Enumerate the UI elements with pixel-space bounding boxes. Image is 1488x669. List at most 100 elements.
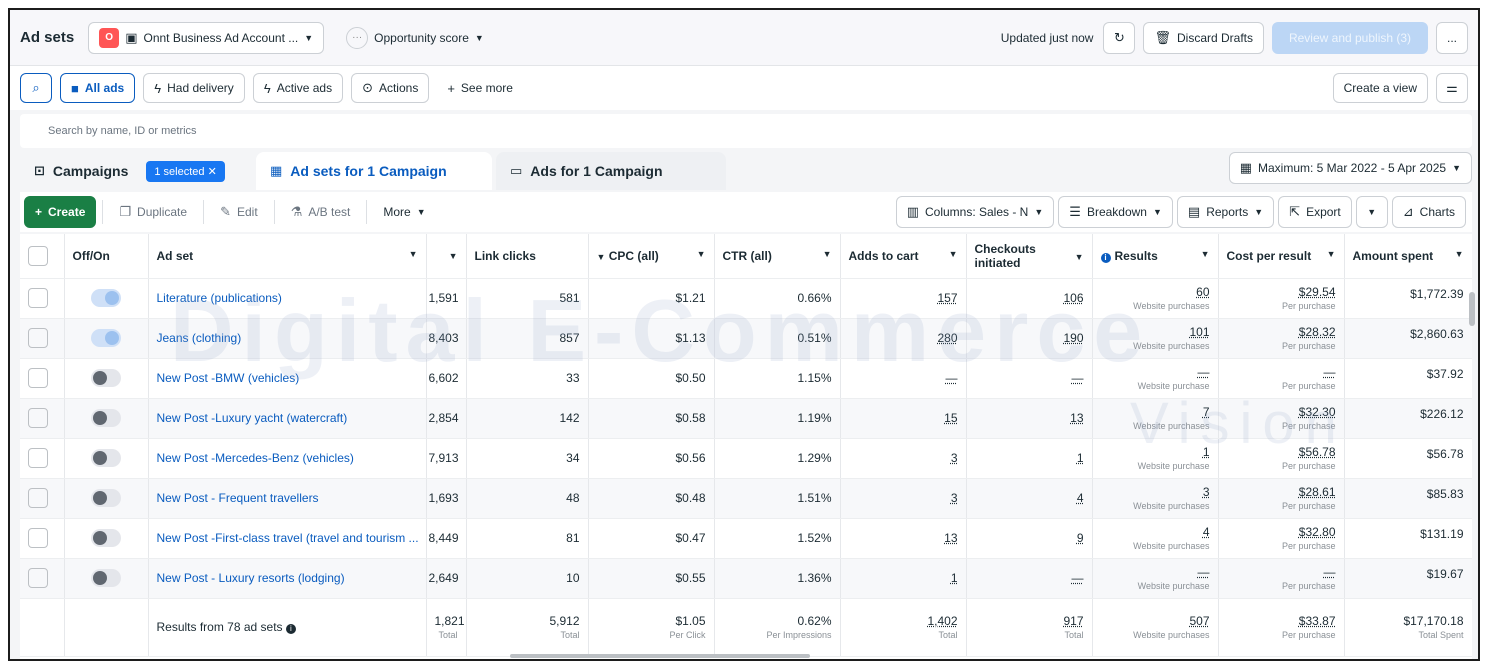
close-icon[interactable]: ✕ — [207, 165, 217, 178]
review-publish-button[interactable]: Review and publish (3) — [1272, 21, 1428, 54]
cart-value[interactable]: 157 — [937, 291, 958, 305]
col-ctr[interactable]: CTR (all) ▼ — [714, 234, 841, 279]
col-prev[interactable]: ▼ — [426, 234, 467, 279]
col-results[interactable]: i Results ▼ — [1092, 234, 1219, 279]
delivery-toggle[interactable] — [91, 569, 121, 587]
row-checkbox[interactable] — [28, 368, 48, 388]
results-value[interactable]: 4 — [1202, 525, 1210, 539]
create-button[interactable]: + Create — [24, 196, 97, 228]
col-amount-spent[interactable]: Amount spent ▼ — [1344, 234, 1472, 279]
checkouts-value[interactable]: 13 — [1070, 411, 1084, 425]
export-button[interactable]: ⇱ Export — [1278, 196, 1352, 228]
active-ads-filter[interactable]: ϟ Active ads — [252, 73, 344, 103]
row-checkbox[interactable] — [28, 408, 48, 428]
cost-value[interactable]: $28.32 — [1298, 325, 1336, 339]
tab-campaigns[interactable]: ⊡ Campaigns 1 selected ✕ — [20, 152, 252, 190]
cost-value[interactable]: $32.30 — [1298, 405, 1336, 419]
row-checkbox[interactable] — [28, 288, 48, 308]
table-row[interactable]: Jeans (clothing) 8,403 857 $1.13 0.51% 280 190… — [20, 318, 1472, 359]
checkouts-value[interactable]: 1 — [1076, 451, 1084, 465]
cost-value[interactable]: $28.61 — [1298, 485, 1336, 499]
view-settings-button[interactable]: ⚌ — [1436, 73, 1468, 103]
cost-value[interactable]: — — [1323, 565, 1336, 579]
row-checkbox[interactable] — [28, 448, 48, 468]
date-range-picker[interactable]: ▦ Maximum: 5 Mar 2022 - 5 Apr 2025 ▼ — [1228, 152, 1472, 184]
delivery-toggle[interactable] — [91, 329, 121, 347]
results-value[interactable]: 7 — [1202, 405, 1210, 419]
col-adds-to-cart[interactable]: Adds to cart ▼ — [840, 234, 967, 279]
row-checkbox[interactable] — [28, 328, 48, 348]
table-row[interactable]: New Post -Luxury yacht (watercraft) 2,854… — [20, 398, 1472, 439]
cost-value[interactable]: $56.78 — [1298, 445, 1336, 459]
ad-set-name-link[interactable]: New Post -Mercedes-Benz (vehicles) — [156, 451, 354, 465]
selected-pill[interactable]: 1 selected ✕ — [146, 160, 225, 182]
delivery-toggle[interactable] — [91, 449, 121, 467]
tab-ad-sets[interactable]: ▦ Ad sets for 1 Campaign — [256, 152, 492, 190]
col-ad-set[interactable]: Ad set ▼ — [148, 234, 427, 279]
cart-value[interactable]: 13 — [944, 531, 958, 545]
col-link-clicks[interactable]: Link clicks — [466, 234, 589, 279]
table-row[interactable]: New Post - Frequent travellers 1,693 48 $0.… — [20, 478, 1472, 519]
refresh-button[interactable]: ↻ — [1103, 21, 1136, 54]
col-checkouts[interactable]: ▼ Checkouts initiated — [966, 234, 1093, 279]
table-row[interactable]: New Post -Mercedes-Benz (vehicles) 7,913 3… — [20, 438, 1472, 479]
delivery-toggle[interactable] — [91, 489, 121, 507]
ad-set-name-link[interactable]: New Post -First-class travel (travel and… — [156, 531, 419, 545]
vertical-scrollbar[interactable] — [1469, 292, 1475, 326]
results-value[interactable]: — — [1197, 365, 1210, 379]
ab-test-button[interactable]: ⚗ A/B test — [281, 196, 361, 228]
ad-set-name-link[interactable]: New Post - Frequent travellers — [156, 491, 319, 505]
delivery-toggle[interactable] — [91, 289, 121, 307]
checkouts-value[interactable]: 190 — [1063, 331, 1084, 345]
results-value[interactable]: 60 — [1196, 285, 1210, 299]
ad-set-name-link[interactable]: New Post -BMW (vehicles) — [156, 371, 300, 385]
checkouts-value[interactable]: 106 — [1063, 291, 1084, 305]
row-checkbox[interactable] — [28, 528, 48, 548]
cost-value[interactable]: — — [1323, 365, 1336, 379]
results-value[interactable]: 3 — [1202, 485, 1210, 499]
discard-drafts-button[interactable]: 🗑 Discard Drafts — [1143, 21, 1264, 54]
results-value[interactable]: 1 — [1202, 445, 1210, 459]
reports-button[interactable]: ▤ Reports ▼ — [1176, 196, 1275, 228]
row-checkbox[interactable] — [28, 488, 48, 508]
row-checkbox[interactable] — [28, 568, 48, 588]
had-delivery-filter[interactable]: ϟ Had delivery — [143, 73, 245, 103]
edit-button[interactable]: ✎ Edit — [210, 196, 268, 228]
horizontal-scrollbar[interactable] — [510, 654, 810, 658]
col-cost-per-result[interactable]: Cost per result ▼ — [1218, 234, 1345, 279]
ad-set-name-link[interactable]: New Post -Luxury yacht (watercraft) — [156, 411, 348, 425]
col-cpc[interactable]: ▼ CPC (all) ▼ — [588, 234, 715, 279]
account-selector[interactable]: O ▣ Onnt Business Ad Account ... ▼ — [88, 21, 325, 54]
breakdown-button[interactable]: ☰ Breakdown ▼ — [1058, 196, 1173, 228]
cart-value[interactable]: 1 — [950, 571, 958, 585]
tab-ads[interactable]: ▭ Ads for 1 Campaign — [496, 152, 726, 190]
export-dropdown-button[interactable]: ▼ — [1355, 196, 1388, 228]
search-toggle-button[interactable]: ⌕ — [20, 73, 52, 103]
ad-set-name-link[interactable]: Jeans (clothing) — [156, 331, 242, 345]
results-value[interactable]: — — [1197, 565, 1210, 579]
more-button[interactable]: More ▼ — [373, 196, 435, 228]
actions-filter[interactable]: ⊙ Actions — [351, 73, 430, 103]
ad-set-name-link[interactable]: New Post - Luxury resorts (lodging) — [156, 571, 345, 585]
more-options-button[interactable]: ... — [1436, 21, 1468, 54]
table-row[interactable]: New Post - Luxury resorts (lodging) 2,649… — [20, 558, 1472, 599]
checkouts-value[interactable]: 4 — [1076, 491, 1084, 505]
cart-value[interactable]: 15 — [944, 411, 958, 425]
table-row[interactable]: Literature (publications) 1,591 581 $1.21 0.… — [20, 278, 1472, 319]
col-off-on[interactable]: Off/On — [64, 234, 149, 279]
cart-value[interactable]: 3 — [950, 491, 958, 505]
checkouts-value[interactable]: — — [1071, 371, 1084, 385]
all-ads-filter[interactable]: ■ All ads — [60, 73, 136, 103]
cost-value[interactable]: $32.80 — [1298, 525, 1336, 539]
checkouts-value[interactable]: — — [1071, 571, 1084, 585]
table-row[interactable]: New Post -First-class travel (travel and… — [20, 518, 1472, 559]
create-view-button[interactable]: Create a view — [1332, 73, 1428, 103]
checkouts-value[interactable]: 9 — [1076, 531, 1084, 545]
cart-value[interactable]: 280 — [937, 331, 958, 345]
select-all-checkbox[interactable] — [28, 245, 48, 266]
ad-set-name-link[interactable]: Literature (publications) — [156, 291, 282, 305]
cart-value[interactable]: — — [945, 371, 958, 385]
cart-value[interactable]: 3 — [950, 451, 958, 465]
charts-button[interactable]: ⊿ Charts — [1391, 196, 1466, 228]
opportunity-score[interactable]: ··· Opportunity score ▼ — [346, 26, 484, 49]
